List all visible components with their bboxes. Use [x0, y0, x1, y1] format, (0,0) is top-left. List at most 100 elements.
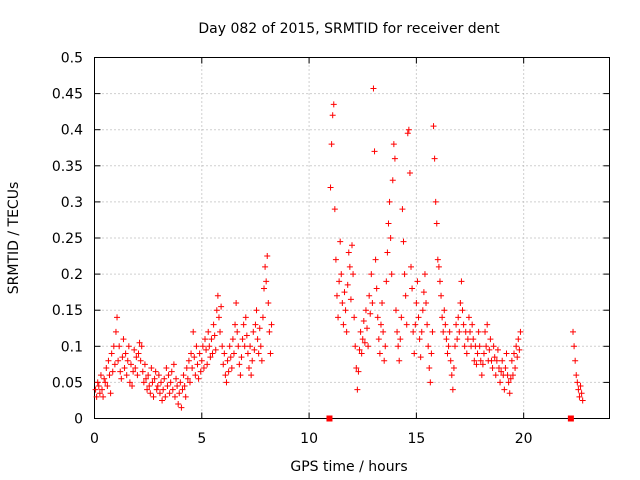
data-point [125, 343, 132, 350]
data-point [215, 314, 222, 321]
data-point [131, 346, 138, 353]
data-point [505, 379, 512, 386]
data-point [174, 383, 181, 390]
data-point [248, 372, 255, 379]
data-point [108, 350, 115, 357]
data-point [112, 328, 119, 335]
data-point [161, 375, 168, 382]
data-point [460, 321, 467, 328]
data-point [364, 325, 371, 332]
data-point [251, 346, 258, 353]
data-point [480, 350, 487, 357]
data-point [352, 343, 359, 350]
data-point [221, 350, 228, 357]
data-point [265, 299, 272, 306]
data-point [115, 357, 122, 364]
data-point [403, 321, 410, 328]
data-point [495, 364, 502, 371]
data-point [436, 278, 443, 285]
data-point [401, 271, 408, 278]
data-point [106, 372, 113, 379]
data-point [375, 336, 382, 343]
y-axis-label: SRMTID / TECUs [6, 182, 22, 295]
data-point [263, 278, 270, 285]
data-point [211, 332, 218, 339]
data-point [372, 256, 379, 263]
data-point [385, 220, 392, 227]
data-point [103, 364, 110, 371]
data-point [475, 328, 482, 335]
data-point [461, 343, 468, 350]
data-point [183, 364, 190, 371]
data-point [162, 393, 169, 400]
x-tick-label: 10 [300, 431, 318, 447]
data-point [168, 368, 175, 375]
data-point [492, 372, 499, 379]
data-point [477, 357, 484, 364]
data-point [208, 336, 215, 343]
data-point [188, 350, 195, 357]
data-point [171, 393, 178, 400]
data-point [380, 328, 387, 335]
data-point [448, 372, 455, 379]
data-point [147, 390, 154, 397]
data-point [220, 361, 227, 368]
data-point [136, 339, 143, 346]
data-point [453, 321, 460, 328]
data-point [476, 343, 483, 350]
y-tick-label: 0.1 [61, 339, 83, 355]
data-point [390, 141, 397, 148]
data-point [200, 364, 207, 371]
data-point [435, 263, 442, 270]
data-points [92, 85, 586, 422]
data-point [575, 386, 582, 393]
data-point [256, 325, 263, 332]
data-point [340, 321, 347, 328]
data-point [444, 350, 451, 357]
data-point [441, 307, 448, 314]
data-point [202, 336, 209, 343]
data-point [218, 303, 225, 310]
data-point [141, 361, 148, 368]
data-point [242, 314, 249, 321]
data-point [512, 364, 519, 371]
data-point [388, 271, 395, 278]
data-point [431, 155, 438, 162]
data-point [402, 292, 409, 299]
data-point [254, 336, 261, 343]
data-point [423, 299, 430, 306]
data-point [470, 336, 477, 343]
data-point [236, 361, 243, 368]
data-point [577, 383, 584, 390]
data-point [193, 343, 200, 350]
data-point [419, 307, 426, 314]
data-point [234, 328, 241, 335]
data-point [114, 314, 121, 321]
data-point [357, 328, 364, 335]
data-point [382, 343, 389, 350]
data-point [237, 372, 244, 379]
data-point [140, 379, 147, 386]
data-point [344, 281, 351, 288]
data-point [576, 393, 583, 400]
data-point [156, 390, 163, 397]
data-point [253, 307, 260, 314]
data-point [467, 328, 474, 335]
data-point [574, 379, 581, 386]
data-point [230, 350, 237, 357]
data-point [349, 242, 355, 249]
data-point [384, 249, 391, 256]
data-point [259, 314, 266, 321]
data-point [447, 357, 454, 364]
data-point [119, 354, 126, 361]
data-point [100, 393, 107, 400]
data-point [345, 249, 352, 256]
data-point [421, 271, 428, 278]
data-point [107, 390, 114, 397]
data-point [351, 314, 358, 321]
data-point [391, 155, 398, 162]
data-point [184, 375, 191, 382]
data-point [250, 328, 257, 335]
data-point [456, 328, 463, 335]
data-point [397, 336, 404, 343]
